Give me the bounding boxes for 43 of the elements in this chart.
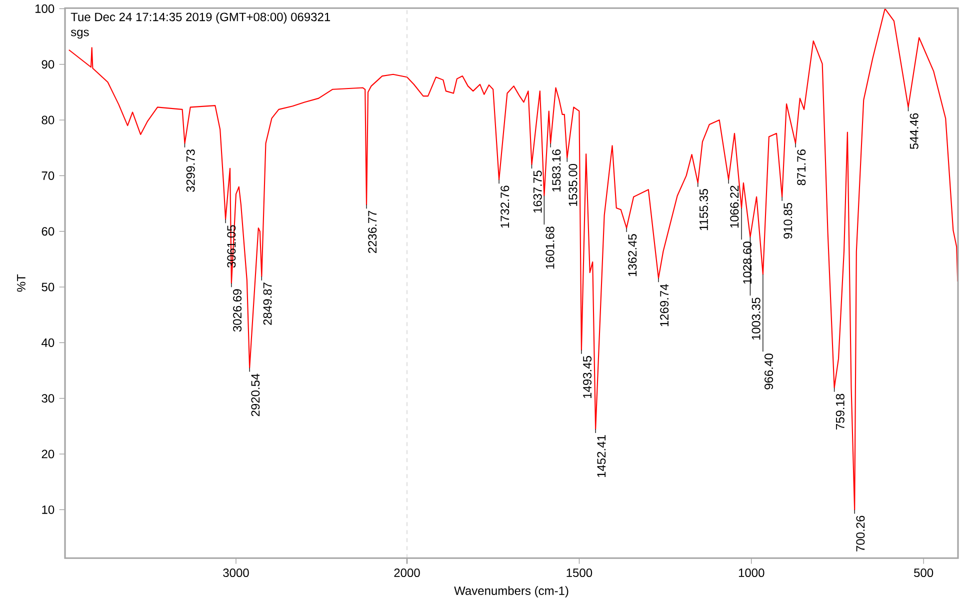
annotation: 871.76 [797, 149, 806, 186]
annotation: 1601.68 [546, 226, 554, 269]
y-tick-label: 70 [42, 171, 54, 180]
x-tick-label: 1000 [738, 568, 764, 577]
annotation: 1003.35 [752, 298, 760, 340]
x-tick-label: 500 [914, 568, 934, 577]
annotation: 1493.45 [583, 356, 592, 398]
annotation: 2849.87 [263, 282, 272, 325]
y-axis-title: %T [17, 274, 26, 292]
annotation: 3026.69 [233, 289, 242, 332]
annotation: 1583.16 [552, 149, 561, 192]
annotation: 1535.00 [568, 164, 578, 206]
annotation: 1732.76 [500, 186, 510, 228]
y-tick-label: 100 [36, 4, 54, 13]
y-tick-label: 10 [42, 505, 54, 514]
x-tick-label: 3000 [223, 568, 249, 577]
annotation: 544.46 [910, 113, 918, 149]
annotation: 1155.35 [699, 188, 708, 230]
annotation: 700.26 [856, 516, 865, 552]
annotation: 1452.41 [597, 435, 606, 477]
y-tick-label: 50 [42, 282, 54, 292]
y-tick-label: 30 [42, 394, 54, 403]
annotation: 3299.73 [186, 149, 195, 192]
annotation: 1269.74 [660, 284, 669, 326]
annotation: Tue Dec 24 17:14:35 2019 (GMT+08:00) 069321 [70, 12, 330, 24]
annotation: 2920.54 [251, 374, 260, 416]
x-tick-label: 1500 [566, 568, 592, 577]
annotation: 1637.75 [533, 170, 542, 213]
y-tick-label: 90 [42, 60, 54, 69]
annotation: 3061.05 [227, 225, 236, 268]
x-axis-title: Wavenumbers (cm-1) [454, 586, 568, 598]
y-tick-label: 60 [42, 227, 54, 236]
annotation: 910.85 [784, 202, 792, 239]
annotation: 966.40 [764, 354, 774, 390]
annotation: sgs [70, 30, 89, 39]
y-tick-label: 80 [42, 116, 54, 124]
annotation: 759.18 [836, 394, 844, 430]
annotation: 2236.77 [368, 210, 377, 253]
x-tick-label: 2000 [394, 568, 420, 577]
annotation: 1362.45 [628, 234, 637, 276]
y-tick-label: 40 [42, 338, 54, 347]
annotation: 1066.22 [730, 186, 739, 228]
y-tick-label: 20 [42, 450, 54, 458]
